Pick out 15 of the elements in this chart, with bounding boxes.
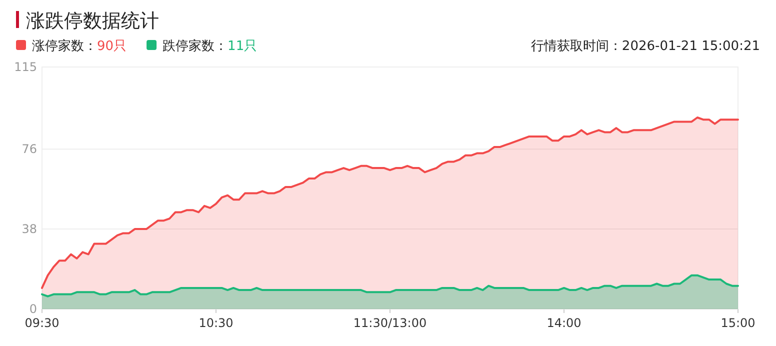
legend-label: 跌停家数：	[162, 38, 228, 54]
x-tick-label: 14:00	[546, 316, 582, 330]
chart-title: 涨跌停数据统计	[26, 10, 159, 32]
legend-label: 涨停家数：	[32, 38, 97, 54]
x-tick-label: 09:30	[24, 316, 60, 330]
y-tick-label: 115	[14, 60, 37, 74]
y-tick-label: 76	[22, 142, 37, 156]
text: 11只	[228, 39, 258, 54]
x-tick-label: 15:00	[720, 316, 756, 330]
text: 行情获取时间：2026-01-21 15:00:21	[530, 39, 760, 54]
x-tick-label: 11:30/13:00	[353, 316, 427, 330]
y-tick-label: 0	[29, 302, 37, 316]
text: 90只	[97, 39, 127, 54]
y-tick-label: 38	[22, 222, 37, 236]
x-tick-label: 10:30	[198, 316, 234, 330]
